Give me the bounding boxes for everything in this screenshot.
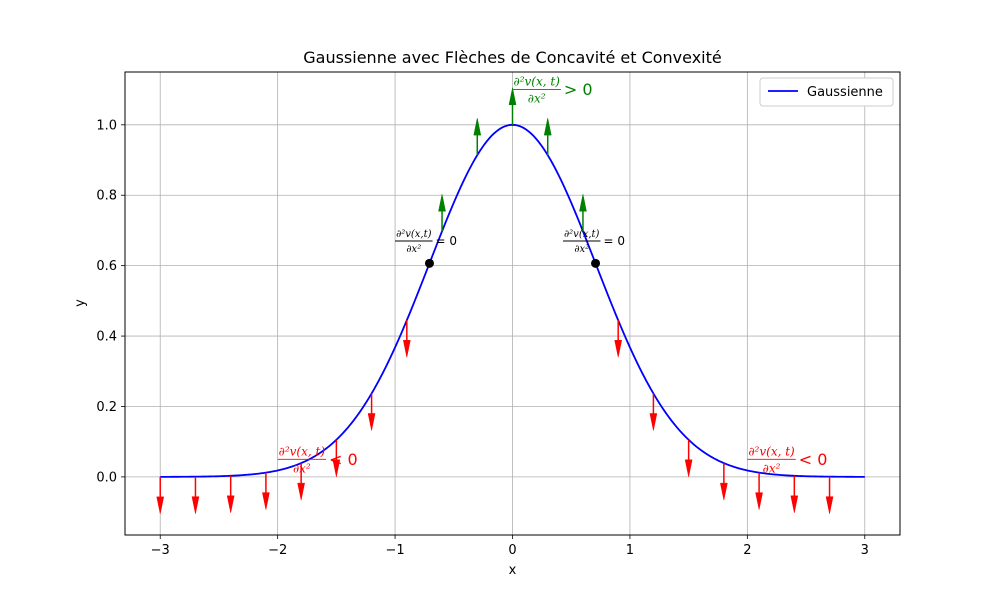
grid: [125, 72, 900, 535]
concavity-arrow-down: [755, 472, 763, 510]
annotation-denominator: ∂x²: [293, 461, 311, 475]
arrow-head: [191, 496, 200, 514]
inflection-point: [591, 258, 601, 268]
concavity-arrow-down: [790, 475, 799, 513]
x-tick-label: −2: [268, 543, 287, 558]
legend-box: [759, 77, 894, 107]
y-tick-label: 0.0: [96, 470, 117, 485]
arrow-head: [649, 413, 658, 431]
concavity-arrow-up: [543, 118, 552, 156]
arrow-head: [543, 118, 552, 136]
x-tick-label: 3: [861, 543, 869, 558]
arrow-head: [825, 496, 834, 514]
annotation-comparison: < 0: [799, 450, 828, 469]
arrow-layer: [156, 87, 834, 514]
annotation-denominator: ∂x²: [574, 244, 589, 255]
annotation-numerator: ∂²v(x,t): [564, 229, 600, 240]
annotation-concave-down-right: ∂²v(x, t) ∂x² < 0: [747, 444, 827, 475]
arrow-head: [156, 496, 165, 514]
inflection-point-layer: [424, 258, 601, 268]
arrow-head: [720, 482, 728, 501]
arrow-head: [438, 194, 446, 212]
concavity-arrow-down: [825, 476, 834, 514]
y-tick-label: 0.4: [96, 330, 117, 345]
arrow-head: [614, 340, 622, 358]
concavity-arrow-down: [367, 393, 376, 431]
x-tick-label: 1: [626, 543, 634, 558]
annotation-numerator: ∂²v(x, t): [748, 444, 795, 458]
y-tick-label: 0.6: [96, 259, 117, 274]
concavity-arrow-down: [226, 475, 235, 513]
x-tick-label: 2: [743, 543, 751, 558]
concavity-arrow-up: [508, 87, 517, 125]
concavity-arrow-down: [332, 439, 341, 477]
annotation-inflection-left: ∂²v(x,t) ∂x² = 0: [395, 229, 457, 255]
annotation-numerator: ∂²v(x, t): [279, 444, 326, 458]
inflection-point: [424, 258, 434, 268]
annotation-comparison: = 0: [603, 234, 625, 248]
annotation-layer: ∂²v(x, t)∂x² > 0∂²v(x,t)∂x²= 0 ∂²v(x,t)∂x²…: [277, 75, 827, 475]
x-tick-label: −3: [151, 543, 170, 558]
arrow-head: [297, 482, 305, 501]
arrow-head: [579, 194, 587, 212]
arrow-head: [684, 459, 693, 477]
y-tick-label: 0.2: [96, 400, 117, 415]
x-axis-title: x: [509, 563, 517, 578]
annotation-comparison: = 0: [436, 234, 458, 248]
annotation-denominator: ∂x²: [528, 92, 546, 106]
concavity-arrow-up: [473, 118, 482, 156]
arrow-head: [262, 492, 270, 510]
plot-area: ∂²v(x, t)∂x² > 0∂²v(x,t)∂x²= 0 ∂²v(x,t)∂x²…: [124, 71, 901, 536]
arrow-head: [332, 459, 341, 477]
concavity-arrow-down: [297, 463, 305, 501]
x-tick-label: 0: [508, 543, 516, 558]
annotation-comparison: < 0: [329, 450, 358, 469]
y-tick-label: 1.0: [96, 118, 117, 133]
concavity-arrow-up: [438, 194, 446, 232]
concavity-arrow-down: [191, 476, 200, 514]
concavity-arrow-down: [720, 463, 728, 501]
annotation-concave-down-left: ∂²v(x, t) ∂x² < 0: [277, 444, 358, 475]
annotation-numerator: ∂²v(x,t): [396, 229, 432, 240]
arrow-head: [790, 495, 799, 513]
axis-ticks: −3 −2 −1 0 1 2 3 0.0 0.2 0.4 0.6 0.8 1.0: [96, 118, 869, 558]
y-tick-label: 0.8: [96, 189, 117, 204]
concavity-arrow-down: [649, 393, 658, 431]
annotation-denominator: ∂x²: [406, 244, 421, 255]
arrow-head: [508, 87, 517, 106]
arrow-head: [473, 118, 482, 136]
arrow-head: [755, 492, 763, 510]
legend: Gaussienne: [759, 77, 894, 107]
y-axis-title: y: [73, 299, 88, 307]
concavity-arrow-down: [684, 439, 693, 477]
arrow-head: [226, 495, 235, 513]
concavity-arrow-down: [156, 476, 165, 514]
annotation-concave-up: ∂²v(x, t) ∂x² > 0: [512, 75, 593, 106]
annotation-comparison: > 0: [564, 80, 593, 99]
concavity-arrow-down: [614, 320, 622, 358]
annotation-inflection-right: ∂²v(x,t) ∂x² = 0: [562, 229, 625, 255]
legend-label-gaussienne: Gaussienne: [807, 85, 883, 100]
concavity-arrow-down: [262, 472, 270, 510]
concavity-arrow-up: [579, 194, 587, 232]
concavity-arrow-down: [403, 320, 411, 358]
annotation-numerator: ∂²v(x, t): [514, 75, 561, 89]
x-tick-label: −1: [385, 543, 404, 558]
arrow-head: [367, 413, 376, 431]
arrow-head: [403, 340, 411, 358]
chart-title: Gaussienne avec Flèches de Concavité et …: [303, 48, 721, 67]
annotation-denominator: ∂x²: [763, 461, 781, 475]
